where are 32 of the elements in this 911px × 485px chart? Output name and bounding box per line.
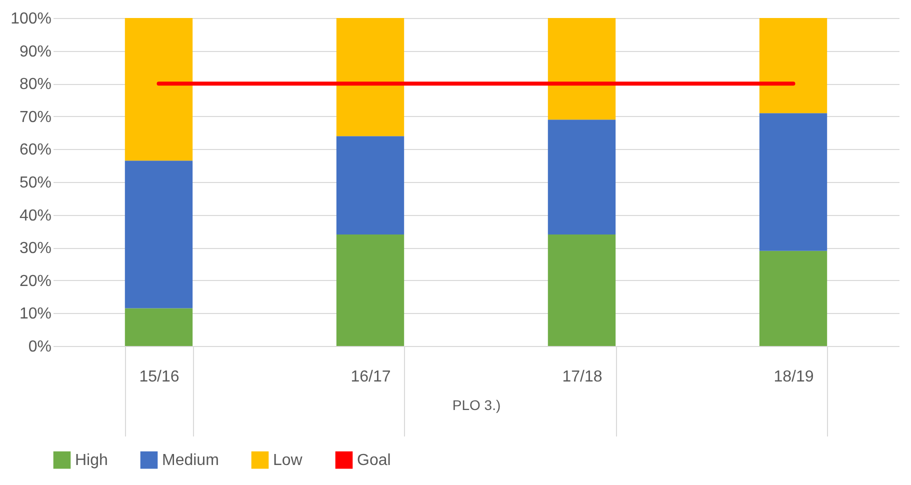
legend-label: Low (273, 452, 303, 470)
bar (124, 308, 193, 346)
x-tick-label: 15/16 (139, 368, 180, 386)
bar (124, 18, 193, 161)
y-tick-label: 10% (19, 306, 52, 323)
x-tick-label: 17/18 (562, 368, 602, 386)
bar (759, 18, 828, 114)
y-tick-label: 60% (19, 142, 52, 159)
y-tick-label: 0% (28, 338, 52, 356)
legend-label: High (75, 452, 108, 470)
x-tick-label: 16/17 (350, 368, 391, 386)
y-tick-label: 70% (19, 108, 52, 126)
legend-label: Goal (357, 452, 391, 470)
y-tick-label: 20% (19, 272, 52, 290)
bar (124, 160, 193, 308)
bar (548, 234, 616, 346)
bar (759, 250, 828, 346)
bar (336, 18, 404, 136)
y-tick-label: 80% (19, 76, 52, 94)
bar (548, 120, 616, 234)
legend-label: Medium (162, 452, 219, 470)
bar (336, 234, 404, 346)
x-axis-title: PLO 3.) (452, 397, 501, 413)
x-tick-label: 18/19 (774, 368, 814, 386)
bar (548, 18, 616, 120)
y-tick-label: 50% (19, 174, 52, 192)
y-tick-label: 40% (19, 207, 52, 224)
y-tick-label: 30% (19, 240, 52, 258)
bar (336, 136, 404, 234)
y-tick-label: 100% (10, 10, 52, 28)
bar (759, 113, 828, 251)
y-tick-label: 90% (19, 43, 52, 60)
